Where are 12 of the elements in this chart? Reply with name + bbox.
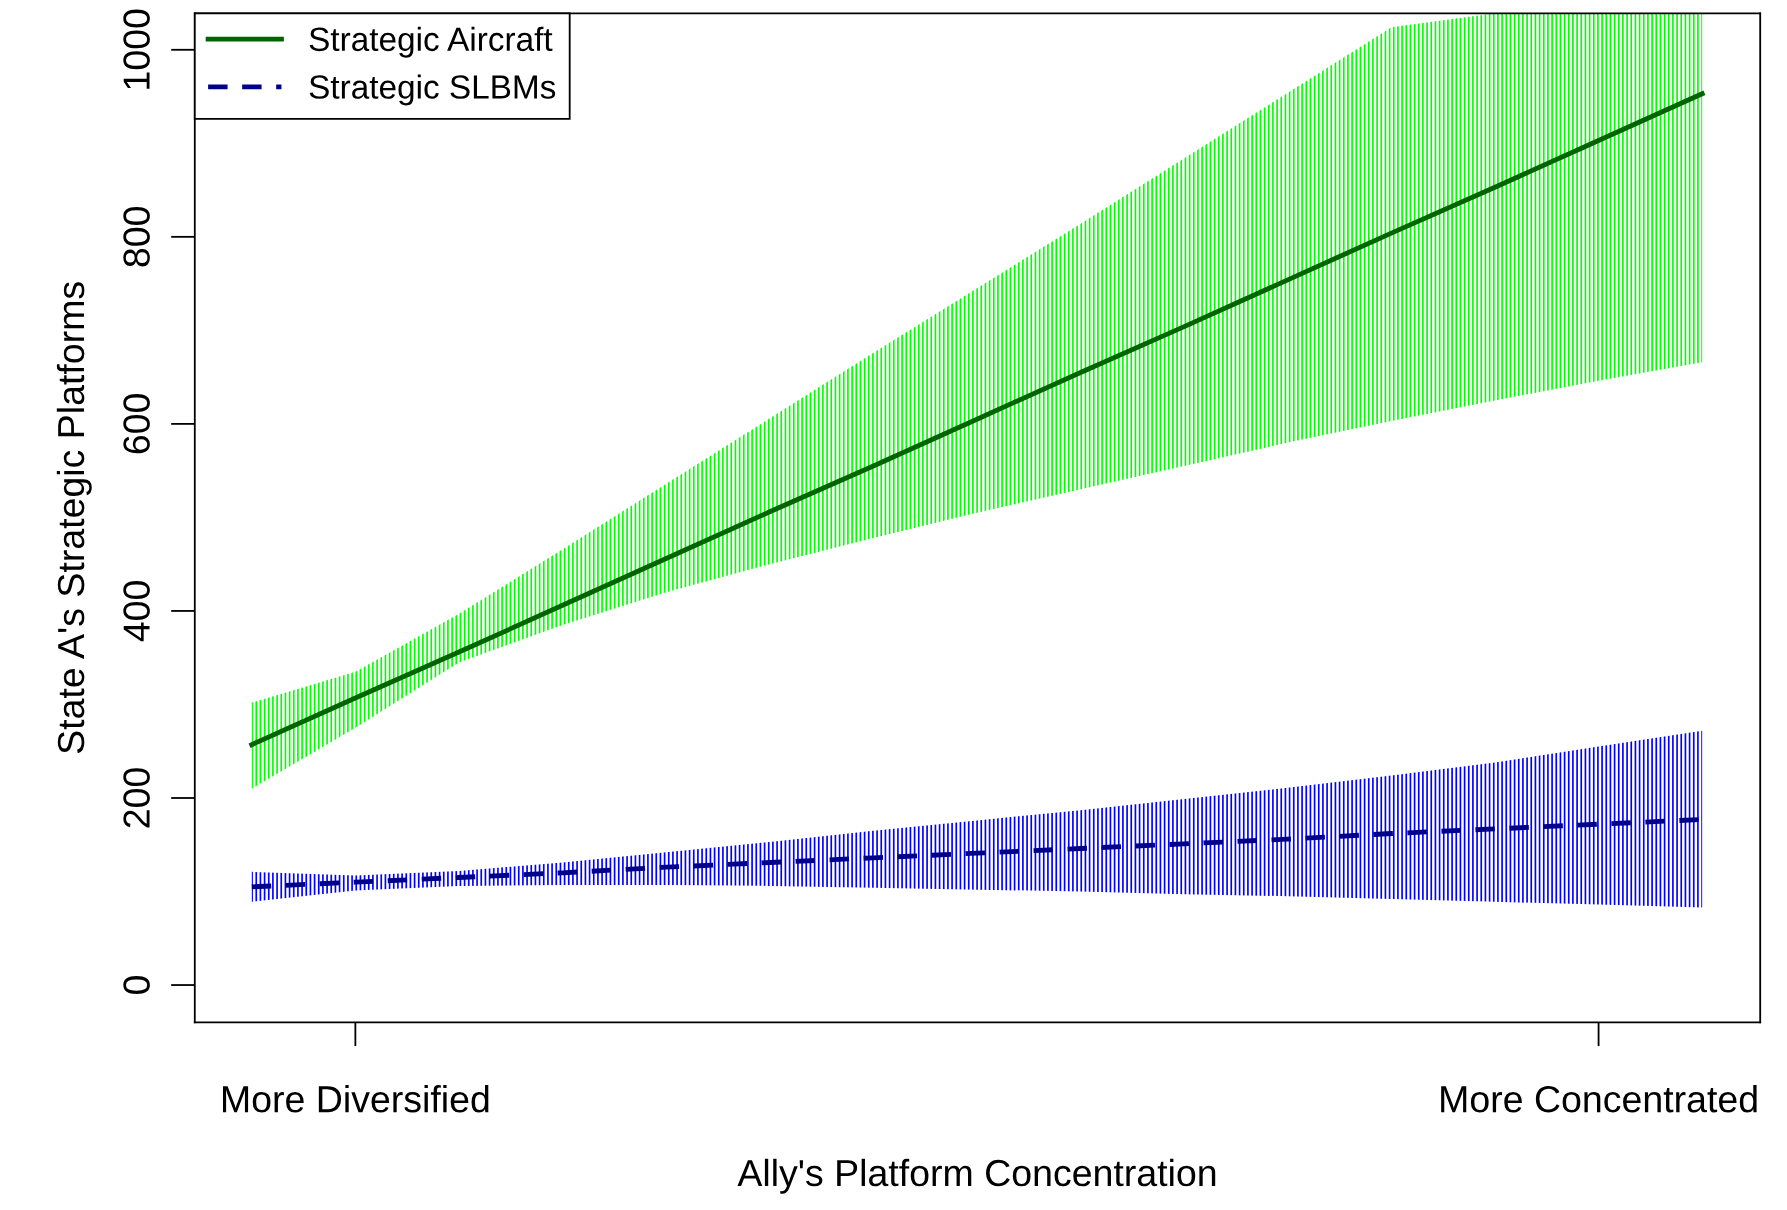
y-tick-label: 200 (123, 768, 150, 828)
y-axis-title: State A's Strategic Platforms (56, 282, 92, 754)
y-tick-label: 0 (123, 976, 150, 994)
legend-label: Strategic SLBMs (309, 74, 556, 106)
y-tick-label: 400 (123, 581, 150, 642)
y-tick-label: 800 (123, 207, 150, 267)
x-tick-label: More Concentrated (1441, 1084, 1757, 1113)
x-tick-label: More Diversified (223, 1084, 489, 1113)
legend-label: Strategic Aircraft (309, 26, 553, 58)
y-tick-label: 1000 (123, 9, 150, 89)
x-axis-title: Ally's Platform Concentration (737, 1158, 1216, 1194)
y-tick-label: 600 (123, 394, 150, 454)
